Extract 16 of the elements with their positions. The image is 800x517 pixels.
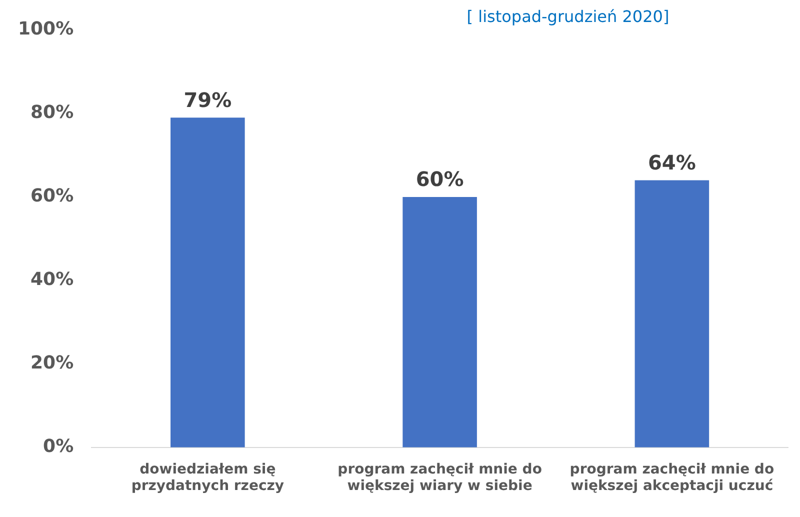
y-tick-label: 80% (30, 102, 74, 124)
data-label: 79% (184, 88, 232, 112)
y-tick-label: 40% (30, 269, 74, 290)
data-label: 60% (416, 167, 464, 192)
x-tick-label: dowiedziałem się przydatnych rzeczy (131, 461, 284, 494)
bar (170, 118, 245, 448)
data-label: 64% (648, 150, 696, 174)
y-tick-label: 60% (30, 186, 74, 207)
y-tick-label: 100% (18, 18, 74, 40)
x-tick-label: program zachęcił mnie do większej akceptacji uczuć (570, 461, 774, 494)
x-tick-label: program zachęcił mnie do większej wiary w siebie (338, 461, 542, 494)
bar (634, 180, 710, 448)
y-tick-label: 20% (30, 352, 74, 374)
chart-subtitle: [ listopad-grudzień 2020] (466, 7, 670, 26)
y-tick-label: 0% (43, 436, 74, 458)
bar (402, 196, 477, 448)
